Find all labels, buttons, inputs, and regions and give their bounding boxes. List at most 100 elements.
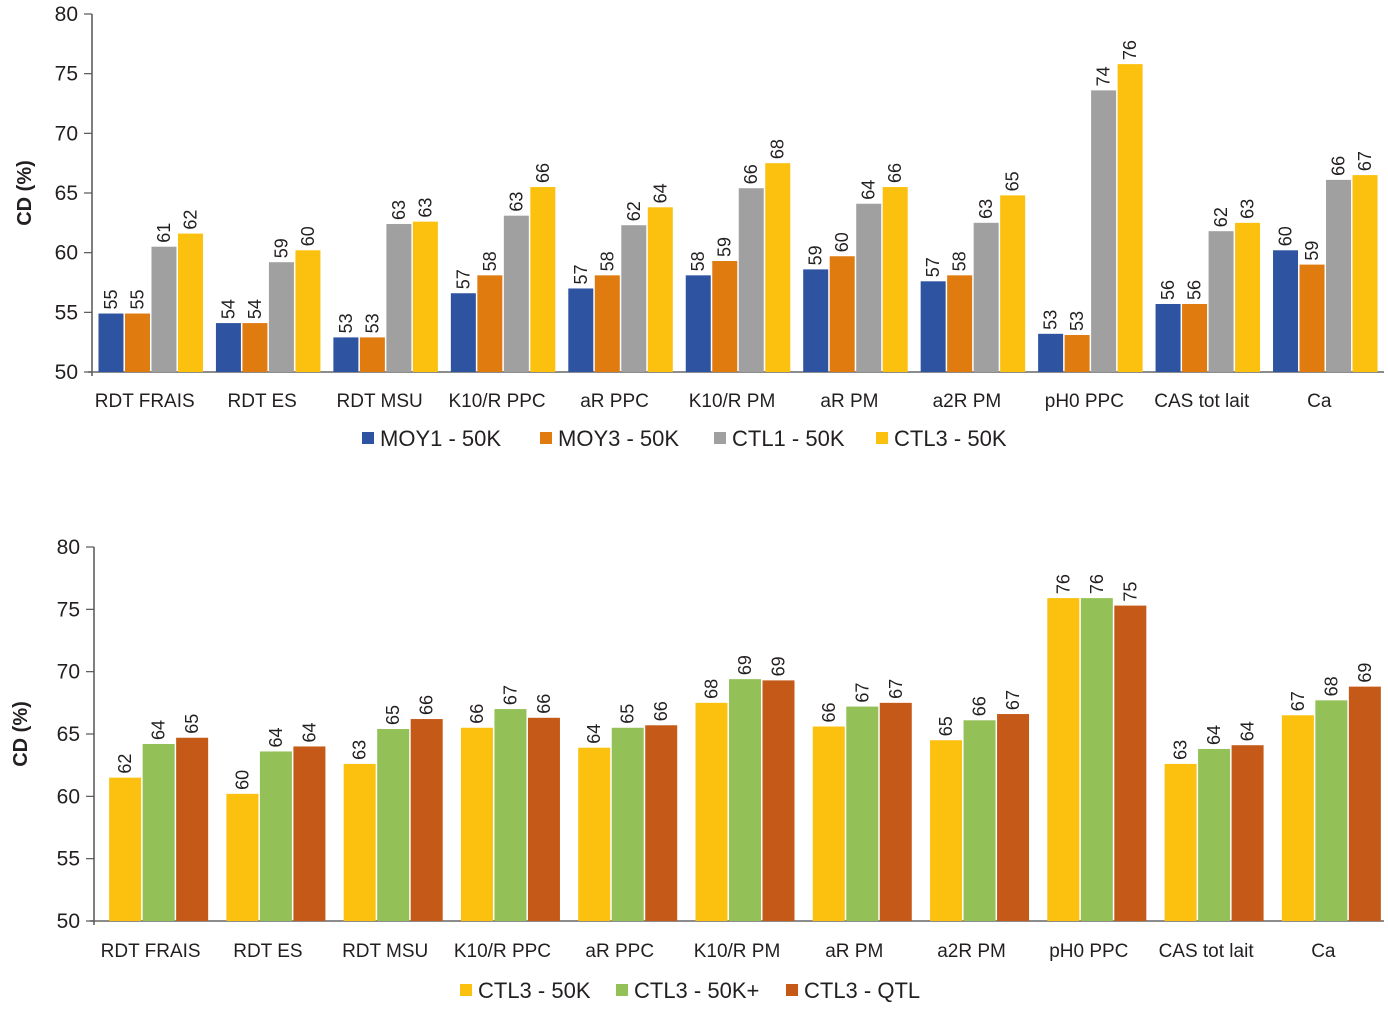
bar xyxy=(1352,175,1378,372)
data-label: 63 xyxy=(976,199,996,219)
data-label: 65 xyxy=(1003,171,1023,191)
data-label: 59 xyxy=(806,245,826,265)
data-label: 69 xyxy=(735,655,755,675)
bar xyxy=(176,737,209,921)
bar xyxy=(1235,222,1261,372)
bar xyxy=(1198,748,1231,921)
bar xyxy=(1208,231,1234,372)
bar xyxy=(645,725,678,921)
bar xyxy=(503,215,529,372)
data-label: 59 xyxy=(271,238,291,258)
data-label: 64 xyxy=(650,183,670,203)
bar xyxy=(386,224,412,372)
data-label: 59 xyxy=(1302,241,1322,261)
bar xyxy=(1000,195,1026,372)
data-label: 56 xyxy=(1185,280,1205,300)
x-tick-label: Ca xyxy=(1307,391,1332,412)
x-tick-label: Ca xyxy=(1311,941,1336,962)
legend-swatch xyxy=(786,984,798,996)
data-label: 66 xyxy=(417,695,437,715)
data-label: 65 xyxy=(618,704,638,724)
data-label: 60 xyxy=(232,770,252,790)
bar xyxy=(1155,303,1181,372)
data-label: 63 xyxy=(389,200,409,220)
bar xyxy=(1273,250,1299,372)
x-tick-label: CAS tot lait xyxy=(1159,941,1255,962)
legend-label: CTL3 - 50K+ xyxy=(634,978,759,1003)
data-label: 58 xyxy=(950,251,970,271)
x-tick-label: a2R PM xyxy=(937,941,1006,962)
data-label: 57 xyxy=(923,257,943,277)
bar xyxy=(268,262,294,372)
data-label: 69 xyxy=(769,656,789,676)
bar xyxy=(1164,763,1197,921)
bar xyxy=(530,187,556,372)
legend-swatch xyxy=(460,984,472,996)
data-label: 57 xyxy=(571,264,591,284)
data-label: 54 xyxy=(245,299,265,319)
bar xyxy=(594,275,620,372)
data-label: 64 xyxy=(266,727,286,747)
legend-label: CTL1 - 50K xyxy=(732,426,845,451)
data-label: 68 xyxy=(768,139,788,159)
data-label: 62 xyxy=(180,210,200,230)
x-tick-label: aR PPC xyxy=(585,941,654,962)
data-label: 68 xyxy=(702,679,722,699)
data-label: 66 xyxy=(1329,156,1349,176)
data-label: 66 xyxy=(970,696,990,716)
bar xyxy=(142,743,175,921)
bar xyxy=(333,337,359,372)
data-label: 63 xyxy=(1171,740,1191,760)
bar xyxy=(647,207,673,372)
y-tick-label: 70 xyxy=(57,661,80,684)
data-label: 58 xyxy=(597,251,617,271)
x-tick-label: aR PPC xyxy=(580,391,649,412)
data-label: 75 xyxy=(1120,582,1140,602)
bar xyxy=(450,293,476,372)
legend-swatch xyxy=(714,432,726,444)
bar xyxy=(295,250,321,372)
data-label: 76 xyxy=(1087,574,1107,594)
x-tick-label: a2R PM xyxy=(933,391,1002,412)
bar xyxy=(1281,715,1314,921)
bar xyxy=(410,719,443,921)
chart-1: 50 55 60 65 70 75 80 CD (%) 55 55 61 62 RDT FRAIS 54 5… xyxy=(14,3,1384,451)
data-label: 58 xyxy=(480,251,500,271)
data-label: 66 xyxy=(819,702,839,722)
bar xyxy=(997,714,1030,921)
legend-swatch xyxy=(540,432,552,444)
data-label: 74 xyxy=(1094,66,1114,86)
data-label: 76 xyxy=(1053,574,1073,594)
bar xyxy=(1091,90,1117,372)
data-label: 76 xyxy=(1120,40,1140,60)
y-tick-label: 70 xyxy=(55,122,78,145)
data-label: 54 xyxy=(218,299,238,319)
data-label: 65 xyxy=(182,714,202,734)
bar xyxy=(712,261,738,372)
bar xyxy=(259,751,292,921)
bar xyxy=(829,256,855,372)
data-label: 66 xyxy=(885,163,905,183)
data-label: 67 xyxy=(852,683,872,703)
bar xyxy=(568,288,594,372)
bar xyxy=(621,225,647,372)
bar xyxy=(738,188,764,372)
data-label: 68 xyxy=(1321,676,1341,696)
legend-label: CTL3 - QTL xyxy=(804,978,920,1003)
x-tick-label: RDT FRAIS xyxy=(95,391,195,412)
bar xyxy=(1080,598,1113,921)
y-tick-label: 55 xyxy=(55,301,78,324)
bar xyxy=(124,313,150,372)
data-label: 64 xyxy=(1204,725,1224,745)
data-label: 69 xyxy=(1355,663,1375,683)
data-label: 56 xyxy=(1158,280,1178,300)
data-label: 64 xyxy=(584,724,604,744)
bar xyxy=(98,313,124,372)
bar xyxy=(226,793,259,921)
x-tick-label: CAS tot lait xyxy=(1154,391,1250,412)
y-tick-label: 50 xyxy=(57,910,80,933)
bar xyxy=(477,275,503,372)
bar xyxy=(215,323,241,372)
x-tick-label: K10/R PPC xyxy=(454,941,551,962)
y-tick-label: 60 xyxy=(55,242,78,265)
